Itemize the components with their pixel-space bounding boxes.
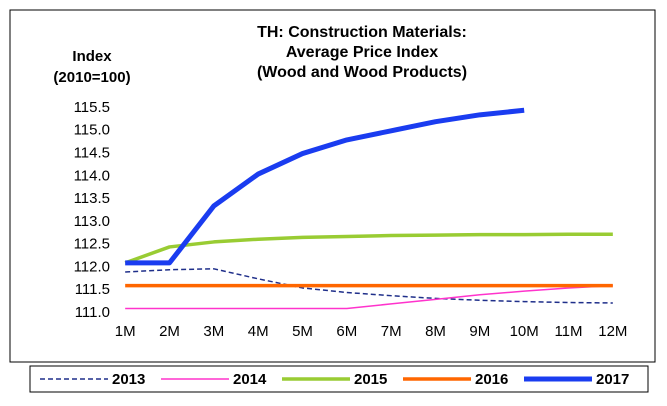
y-axis-label: Index [72,48,112,65]
x-tick-label: 11M [554,323,582,340]
x-tick-label: 2M [159,323,180,340]
y-tick-label: 115.5 [74,99,110,116]
x-tick-label: 8M [425,323,446,340]
y-tick-label: 113.0 [74,213,110,230]
legend-label: 2016 [475,371,508,388]
y-tick-label: 113.5 [74,190,110,207]
x-tick-label: 1M [115,323,136,340]
y-tick-label: 114.0 [74,167,110,184]
series-line [124,232,613,265]
chart-title: TH: Construction Materials: [257,24,467,41]
x-tick-label: 10M [510,323,539,340]
series-line [125,107,525,266]
legend-label: 2013 [112,371,145,388]
x-tick-label: 6M [336,323,357,340]
x-tick-label: 3M [203,323,224,340]
x-tick-label: 4M [248,323,269,340]
chart-title: Average Price Index [286,44,438,61]
y-tick-label: 111.5 [75,281,110,298]
legend-label: 2015 [354,371,387,388]
x-tick-label: 7M [381,323,402,340]
y-tick-label: 112.5 [74,236,110,253]
chart-title: (Wood and Wood Products) [257,64,467,81]
series-line [125,284,613,310]
legend-label: 2014 [233,371,267,388]
x-tick-label: 9M [469,323,490,340]
y-tick-label: 112.0 [74,258,110,275]
y-tick-label: 115.0 [74,122,110,139]
x-tick-label: 12M [598,323,627,340]
series-line [125,268,613,304]
y-axis-label: (2010=100) [53,69,130,86]
y-tick-label: 111.0 [75,304,110,321]
chart-frame [9,9,656,363]
x-tick-label: 5M [292,323,313,340]
legend-label: 2017 [596,371,629,388]
y-tick-label: 114.5 [74,145,110,162]
